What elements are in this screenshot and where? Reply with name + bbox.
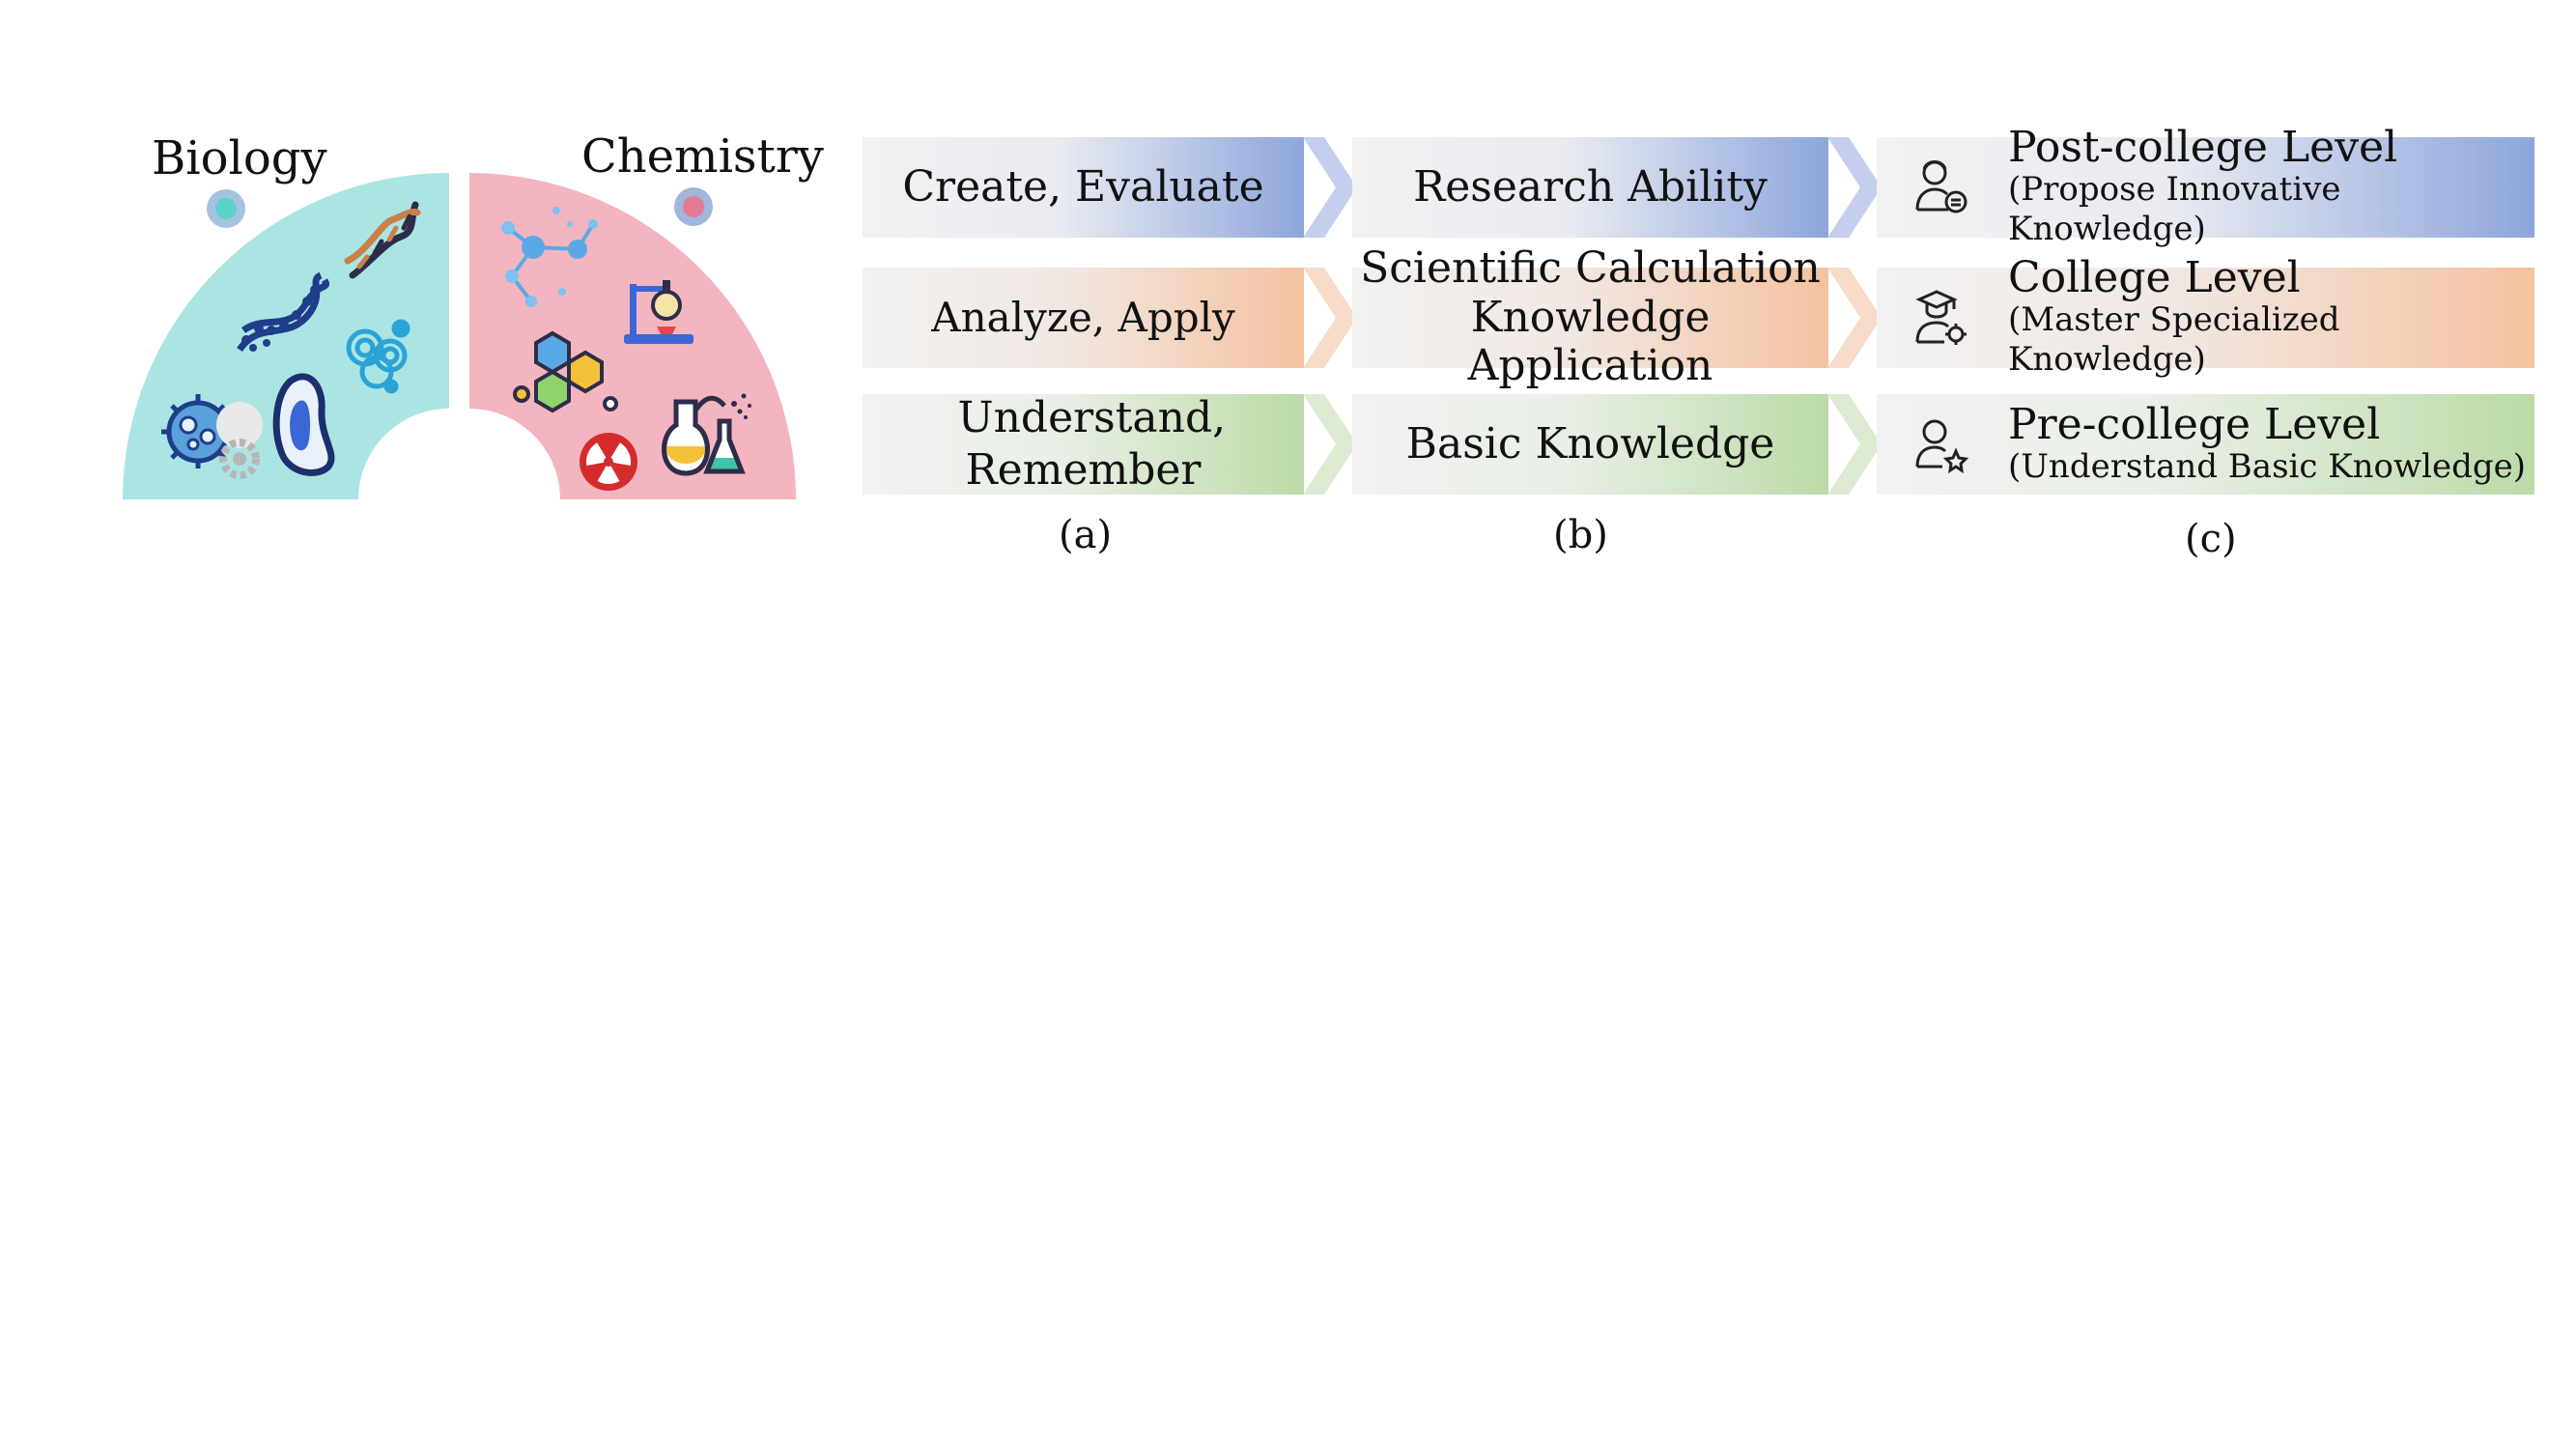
radiation-icon	[580, 433, 637, 491]
panel-b-row-research: Research Ability	[1352, 137, 1828, 238]
caption-b: (b)	[1553, 513, 1608, 557]
caption-a: (a)	[1059, 513, 1113, 557]
chevron-right-icon	[1827, 268, 1882, 368]
chevron-right-icon	[1303, 137, 1357, 238]
panel-b-row-basic: Basic Knowledge	[1352, 394, 1828, 495]
panel-b-row-text: Basic Knowledge	[1405, 419, 1775, 469]
chevron-right-icon	[1303, 268, 1357, 368]
panel-b-row-text: Research Ability	[1413, 162, 1768, 213]
subject-fan	[123, 173, 796, 499]
hexagon-molecule-icon	[513, 330, 618, 413]
pink-dot-icon	[674, 187, 713, 226]
panel-c-row-subtitle: (Master Specialized Knowledge)	[2008, 300, 2340, 380]
student-icon	[1915, 419, 1969, 474]
panel-a-row-understand: Understand, Remember	[863, 393, 1304, 495]
dna-helix-icon	[344, 201, 421, 279]
panel-c-row-subtitle: (Propose Innovative Knowledge)	[2008, 170, 2341, 249]
panel-b-row-line2: Knowledge Application	[1467, 292, 1713, 391]
virus-icon	[161, 394, 235, 469]
cell-icon	[346, 319, 410, 394]
biology-label: Biology	[152, 131, 327, 185]
chemistry-label: Chemistry	[581, 129, 824, 184]
gear-icon	[216, 402, 263, 479]
caption-c: (c)	[2185, 517, 2237, 561]
molecule-icon	[501, 207, 598, 307]
panel-c-row-title: College Level	[2008, 253, 2301, 303]
panel-a-row-analyze: Analyze, Apply	[863, 268, 1304, 368]
panel-c-row-post-college: Post-college Level (Propose Innovative K…	[1877, 125, 2534, 248]
panel-b-row-line1: Scientific Calculation	[1360, 243, 1821, 294]
panel-a-row-create: Create, Evaluate	[863, 137, 1304, 238]
blue-dot-icon	[207, 189, 245, 228]
panel-c-row-pre-college: Pre-college Level (Understand Basic Know…	[1877, 394, 2534, 495]
chevron-right-icon	[1827, 394, 1882, 495]
panel-c-row-college: College Level (Master Specialized Knowle…	[1877, 255, 2534, 379]
researcher-icon	[1915, 160, 1967, 213]
panel-a-row-text: Create, Evaluate	[902, 162, 1264, 213]
panel-c-row-title: Post-college Level	[2008, 123, 2398, 173]
chevron-right-icon	[1827, 137, 1882, 238]
panel-c-row-title: Pre-college Level	[2008, 399, 2381, 449]
flask-icon	[662, 395, 746, 476]
graduate-icon	[1915, 290, 1967, 345]
panel-c-row-subtitle: (Understand Basic Knowledge)	[2008, 446, 2527, 486]
flask-bubbles	[731, 393, 751, 419]
bacteria-icon	[272, 373, 335, 476]
chevron-right-icon	[1303, 394, 1357, 495]
panel-b-row-scientific: Scientific Calculation Knowledge Applica…	[1352, 244, 1828, 390]
double-helix-icon	[237, 271, 329, 353]
lab-stand-icon	[624, 280, 694, 344]
panel-a-row-text: Understand, Remember	[957, 393, 1227, 495]
panel-a-row-text: Analyze, Apply	[931, 294, 1235, 342]
